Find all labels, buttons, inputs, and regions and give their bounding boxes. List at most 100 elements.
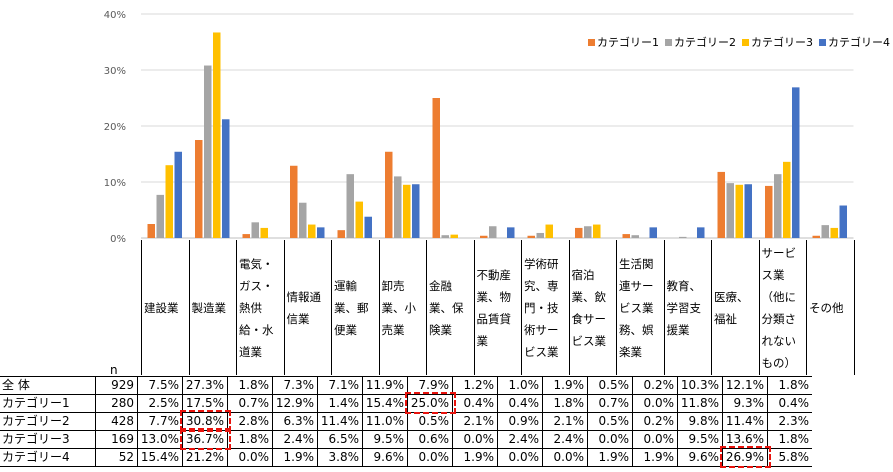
value-cell: 1.8% bbox=[767, 430, 812, 449]
value-cell: 0.4% bbox=[497, 394, 543, 413]
column-divider bbox=[426, 240, 427, 375]
bar bbox=[830, 227, 838, 238]
value-cell: 1.9% bbox=[542, 376, 588, 395]
value-cell: 13.0% bbox=[137, 430, 183, 449]
value-cell: 9.8% bbox=[677, 412, 723, 431]
n-cell: 52 bbox=[95, 448, 138, 467]
value-cell: 27.3% bbox=[182, 376, 228, 395]
legend-swatch bbox=[588, 38, 595, 46]
value-cell: 2.1% bbox=[542, 412, 588, 431]
value-cell: 0.7% bbox=[587, 394, 633, 413]
column-divider bbox=[568, 240, 570, 375]
column-divider bbox=[473, 240, 475, 375]
value-cell: 21.2% bbox=[182, 448, 228, 467]
bar bbox=[717, 171, 725, 238]
value-cell: 1.0% bbox=[497, 376, 543, 395]
column-divider bbox=[378, 240, 380, 375]
value-cell: 0.0% bbox=[452, 430, 498, 449]
data-table: 全 体 929 7.5% 27.3% 1.8% 7.3% 7.1% 11.9% 7.9% 1.2%… bbox=[0, 376, 812, 467]
highlight-box bbox=[180, 410, 231, 432]
category-label: 運輸 業、郵 便業 bbox=[334, 278, 369, 337]
legend-swatch bbox=[742, 38, 749, 46]
row-label: カテゴリー3 bbox=[0, 430, 96, 449]
bar bbox=[783, 161, 791, 238]
bar bbox=[290, 165, 298, 238]
column-divider bbox=[188, 240, 190, 375]
value-cell: 1.2% bbox=[452, 376, 498, 395]
value-cell: 1.9% bbox=[452, 448, 498, 467]
bar bbox=[584, 226, 592, 238]
value-cell: 0.0% bbox=[407, 448, 453, 467]
bar bbox=[441, 235, 449, 238]
bar bbox=[337, 230, 345, 238]
value-cell: 15.4% bbox=[137, 448, 183, 467]
column-divider bbox=[236, 240, 237, 375]
value-cell: 0.4% bbox=[452, 394, 498, 413]
bar bbox=[545, 224, 553, 238]
bar bbox=[631, 235, 639, 238]
row-label: 全 体 bbox=[0, 376, 96, 395]
value-cell: 12.1% bbox=[722, 376, 768, 395]
bar bbox=[575, 227, 583, 238]
value-cell: 11.4% bbox=[722, 412, 768, 431]
value-cell: 1.8% bbox=[227, 430, 273, 449]
category-label: 不動産 業、物 品賃貸業 bbox=[476, 267, 512, 348]
value-cell: 9.5% bbox=[677, 430, 723, 449]
y-tick-label: 30% bbox=[104, 66, 126, 77]
value-cell: 11.4% bbox=[317, 412, 363, 431]
table-row: カテゴリー1 280 2.5% 17.5% 0.7% 12.9% 1.4% 15.4% 25.0… bbox=[0, 394, 812, 413]
n-column-label: n bbox=[110, 363, 118, 377]
category-label: 宿泊 業、飲 食サー ビス業 bbox=[571, 267, 607, 348]
column-divider bbox=[141, 240, 142, 375]
table-row: カテゴリー3 169 13.0% 36.7% 1.8% 2.4% 6.5% 9.5% 0.6% 0… bbox=[0, 430, 812, 449]
value-cell: 2.4% bbox=[497, 430, 543, 449]
bar bbox=[204, 65, 212, 239]
bar bbox=[147, 224, 155, 238]
n-cell: 169 bbox=[95, 430, 138, 449]
value-cell: 7.3% bbox=[272, 376, 318, 395]
bar bbox=[821, 225, 829, 238]
bar bbox=[251, 222, 259, 238]
bar bbox=[744, 184, 752, 238]
value-cell: 0.2% bbox=[632, 376, 678, 395]
column-divider bbox=[616, 240, 617, 375]
bar bbox=[432, 98, 440, 238]
y-tick-label: 20% bbox=[104, 122, 126, 133]
value-cell: 2.8% bbox=[227, 412, 273, 431]
highlight-box bbox=[180, 428, 231, 450]
category-label: 教育、 学習支 援業 bbox=[666, 278, 702, 337]
y-tick-label: 40% bbox=[104, 10, 126, 21]
bar bbox=[735, 184, 743, 238]
category-label: 電気・ ガス・ 熱供 給・水 道業 bbox=[239, 256, 274, 359]
value-cell: 9.6% bbox=[677, 448, 723, 467]
n-cell: 428 bbox=[95, 412, 138, 431]
value-cell: 0.0% bbox=[632, 394, 678, 413]
bar bbox=[622, 234, 630, 238]
value-cell: 0.0% bbox=[542, 448, 588, 467]
value-cell: 11.8% bbox=[677, 394, 723, 413]
value-cell: 0.5% bbox=[587, 412, 633, 431]
bar bbox=[346, 174, 354, 238]
value-cell: 1.9% bbox=[587, 448, 633, 467]
bar bbox=[156, 194, 164, 238]
legend-label: カテゴリー2 bbox=[674, 36, 736, 49]
value-cell: 3.8% bbox=[317, 448, 363, 467]
bar bbox=[364, 216, 372, 238]
value-cell: 13.6% bbox=[722, 430, 768, 449]
value-cell: 0.5% bbox=[587, 376, 633, 395]
row-label: カテゴリー2 bbox=[0, 412, 96, 431]
bar bbox=[260, 227, 268, 238]
value-cell: 5.8% bbox=[767, 448, 812, 467]
value-cell: 9.3% bbox=[722, 394, 768, 413]
bar-chart: 0% 10% 20% 30% 40% bbox=[104, 10, 854, 245]
bar bbox=[412, 184, 420, 238]
column-divider bbox=[283, 240, 285, 375]
highlight-box bbox=[405, 392, 456, 414]
bar bbox=[593, 224, 601, 238]
bar bbox=[697, 227, 705, 238]
value-cell: 1.8% bbox=[542, 394, 588, 413]
legend-label: カテゴリー4 bbox=[828, 36, 890, 49]
value-cell: 0.7% bbox=[227, 394, 273, 413]
bar bbox=[385, 151, 393, 238]
column-divider bbox=[331, 240, 332, 375]
